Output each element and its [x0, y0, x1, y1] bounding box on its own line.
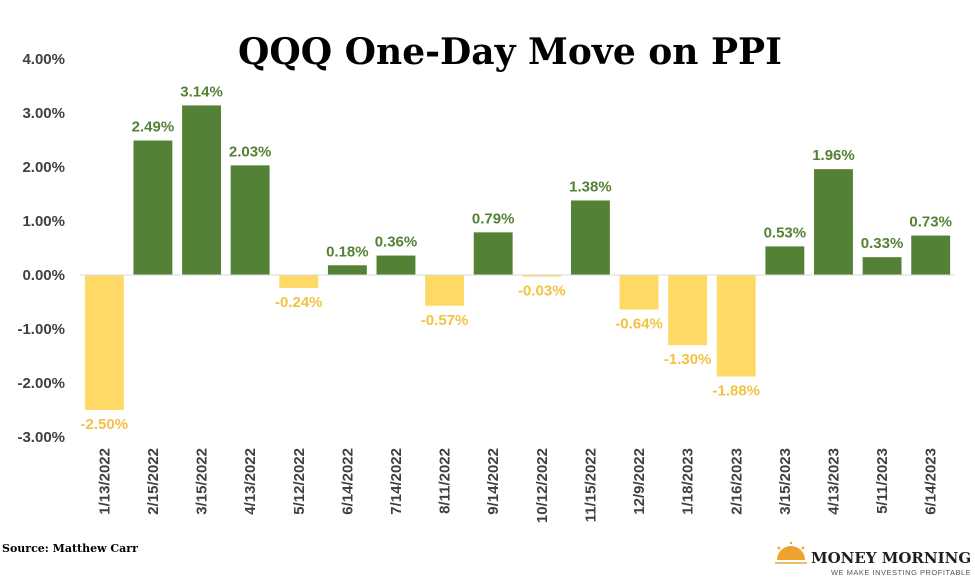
x-tick-label: 5/11/2023 — [874, 448, 891, 514]
y-tick-label: -1.00% — [17, 321, 65, 338]
x-tick-label: 5/12/2022 — [291, 448, 308, 515]
x-tick-label: 11/15/2022 — [582, 448, 599, 522]
data-label: 0.53% — [764, 224, 807, 241]
source-note: Source: Matthew Carr — [2, 542, 138, 555]
bar — [765, 246, 805, 275]
brand-name: MONEY MORNING — [811, 549, 971, 567]
x-tick-label: 4/13/2023 — [825, 448, 842, 515]
x-tick-label: 7/14/2022 — [388, 448, 405, 515]
y-tick-label: 1.00% — [22, 213, 65, 230]
x-tick-label: 10/12/2022 — [534, 448, 551, 523]
data-label: -2.50% — [81, 416, 129, 433]
x-tick-label: 1/13/2022 — [96, 448, 113, 515]
y-tick-label: -3.00% — [17, 429, 65, 446]
bars-group — [84, 105, 951, 410]
bar — [376, 255, 416, 275]
x-tick-label: 6/14/2022 — [339, 448, 356, 515]
bar — [814, 169, 853, 275]
bar — [84, 275, 124, 410]
x-tick-label: 12/9/2022 — [631, 448, 648, 515]
y-tick-label: 3.00% — [22, 105, 65, 122]
x-tick-label: 2/16/2023 — [728, 448, 745, 515]
x-tick-label: 8/11/2022 — [437, 448, 454, 514]
data-label: -0.64% — [615, 316, 663, 333]
x-tick-label: 3/15/2022 — [194, 448, 211, 515]
bar — [862, 257, 902, 275]
data-labels: -2.50% 2.49% 3.14% 2.03% -0.24% 0.18% 0.36% -0.… — [81, 83, 952, 433]
bar — [473, 232, 513, 275]
data-label: -0.24% — [275, 294, 323, 311]
x-tick-label: 6/14/2023 — [923, 448, 940, 515]
x-tick-label: 3/15/2023 — [777, 448, 794, 515]
bar — [668, 275, 708, 346]
data-label: -0.03% — [518, 283, 566, 300]
bar — [327, 265, 367, 275]
y-tick-label: 2.00% — [22, 159, 65, 176]
data-label: 1.96% — [812, 147, 855, 164]
data-label: 3.14% — [180, 83, 223, 100]
data-label: 2.03% — [229, 143, 272, 160]
x-tick-label: 4/13/2022 — [242, 448, 259, 515]
brand-tagline: WE MAKE INVESTING PROFITABLE — [831, 568, 971, 577]
bar — [230, 165, 270, 275]
x-axis: 1/13/2022 2/15/2022 3/15/2022 4/13/2022 5/12… — [96, 448, 939, 523]
bar — [133, 140, 173, 275]
data-label: 2.49% — [132, 119, 175, 136]
money-morning-logo: MONEY MORNING WE MAKE INVESTING PROFITAB… — [775, 542, 971, 577]
data-label: 0.73% — [909, 214, 952, 231]
bar — [911, 235, 951, 275]
sunrise-icon — [775, 542, 807, 564]
y-tick-label: -2.00% — [17, 375, 65, 392]
bar — [522, 275, 562, 277]
data-label: -1.30% — [664, 351, 712, 368]
data-label: -0.57% — [421, 312, 469, 329]
bar — [716, 275, 756, 377]
bar — [425, 275, 465, 306]
y-tick-label: 4.00% — [22, 51, 65, 68]
chart-title: QQQ One-Day Move on PPI — [238, 31, 782, 73]
data-label: 0.36% — [375, 234, 418, 251]
bar — [182, 105, 221, 275]
data-label: 1.38% — [569, 178, 612, 195]
y-axis: -3.00% -2.00% -1.00% 0.00% 1.00% 2.00% 3.00% 4.… — [17, 51, 65, 446]
bar — [279, 275, 319, 288]
data-label: 0.79% — [472, 210, 515, 227]
data-label: -1.88% — [712, 383, 760, 400]
bar — [619, 275, 659, 310]
y-tick-label: 0.00% — [22, 267, 65, 284]
bar — [570, 200, 610, 275]
x-tick-label: 2/15/2022 — [145, 448, 162, 515]
data-label: 0.18% — [326, 243, 369, 260]
data-label: 0.33% — [861, 235, 904, 252]
x-tick-label: 1/18/2023 — [680, 448, 697, 515]
x-tick-label: 9/14/2022 — [485, 448, 502, 515]
